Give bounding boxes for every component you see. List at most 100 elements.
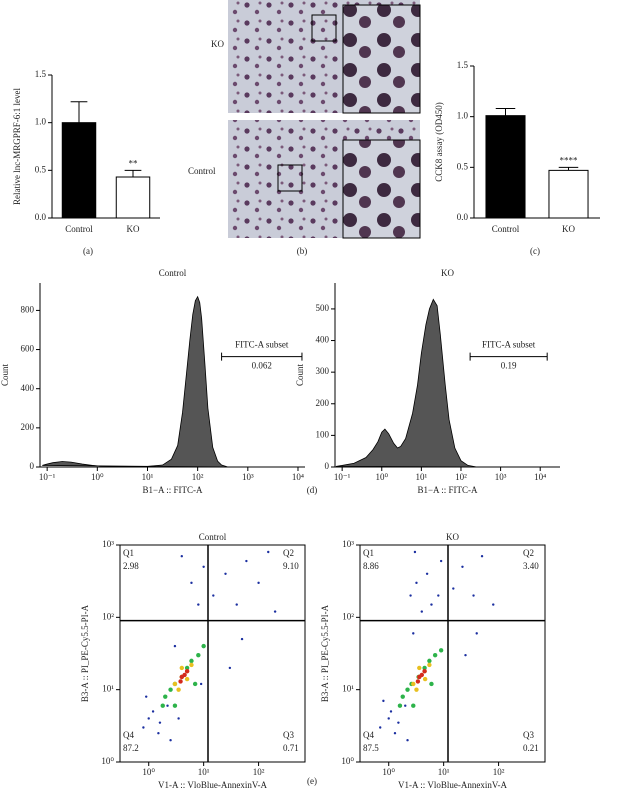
point [173,644,177,648]
error-bar [124,169,142,178]
bar [115,176,151,219]
quadrant-name: Q4 [363,730,374,740]
point [382,699,385,703]
y-tick-label: 500 [316,303,330,313]
gate [221,352,303,361]
gate-value: 0.062 [252,361,272,371]
point [422,669,427,674]
gate-value: 0.19 [501,361,517,371]
gate [469,352,548,361]
point [427,658,432,664]
y-tick-label: 10³ [342,539,354,549]
point [412,632,415,635]
inset [342,139,421,239]
quadrant-value: 0.71 [283,743,299,753]
point [397,703,403,708]
x-tick-label: 10¹ [142,472,154,482]
point [397,721,400,724]
point [169,739,172,742]
point [429,681,434,687]
x-tick-label: 10² [455,472,467,482]
point [202,565,205,568]
caption: (d) [307,485,318,495]
x-tick-label: 10⁻¹ [39,472,56,482]
quadrant-value: 2.98 [123,561,139,571]
point [432,652,438,658]
quadrant-value: 9.10 [283,561,299,571]
micrograph-label: Control [188,166,216,176]
point [157,732,160,735]
bar [485,115,526,219]
gate-label: FITC-A subset [482,340,536,350]
chart-title: KO [446,532,459,542]
point [196,652,201,658]
point [452,587,455,590]
y-tick-label: 0 [30,461,35,471]
y-tick-label: 1.0 [457,111,469,121]
caption: (e) [307,776,317,786]
quadrant-name: Q2 [523,548,534,558]
quadrant-name: Q3 [283,730,294,740]
y-tick-label: 10² [102,611,114,621]
y-tick-label: 1.5 [35,69,47,79]
point [267,550,270,554]
quadrant-value: 0.21 [523,743,539,753]
x-axis-label: V1-A :: VloBlue-AnnexinV-A [158,780,267,790]
point [472,594,475,597]
y-tick-label: 10¹ [342,684,354,694]
error-bar [70,101,88,123]
point [411,681,416,687]
point [411,703,416,708]
y-tick-label: 0.5 [457,161,469,171]
point [178,679,183,684]
significance: ** [129,158,139,168]
point [389,710,393,713]
point [430,603,433,606]
point [189,662,194,668]
error-bar [558,166,579,171]
point [257,581,260,585]
point [145,695,148,698]
y-tick-label: 10⁰ [101,756,114,766]
x-axis-label: B1−A :: FITC-A [142,485,203,495]
point [158,721,162,724]
point [415,679,421,684]
point [172,703,178,708]
y-tick-label: 10² [342,611,354,621]
x-axis-label: V1-A :: VloBlue-AnnexinV-A [398,780,507,790]
point [427,662,432,668]
point [182,672,187,678]
bar [61,122,97,219]
point [393,732,397,735]
caption: (b) [297,246,308,256]
point [201,643,206,649]
quadrant-name: Q2 [283,548,294,558]
y-tick-label: 10³ [102,539,114,549]
point [184,676,190,682]
y-tick-label: 800 [21,304,35,314]
x-tick-label: 10⁴ [292,472,304,482]
micrographs: KO Control [188,0,421,239]
y-tick-label: 0.0 [457,212,469,222]
chart-title: Control [199,532,227,542]
point [189,658,194,664]
quadrant-name: Q1 [123,548,134,558]
point [480,555,484,558]
point [425,572,429,575]
caption: (c) [530,246,540,256]
x-tick-label: KO [127,224,140,234]
point [405,687,410,692]
point [413,550,417,554]
point [179,665,184,671]
axis [39,283,305,468]
point [166,704,169,707]
point [199,682,203,686]
x-tick-label: 10² [253,767,265,777]
point [379,726,382,729]
y-tick-label: 300 [316,366,330,376]
y-axis-label: B3-A :: PI_PE-Cy5.5-PI-A [320,604,330,702]
point [228,666,232,670]
y-tick-label: 1.5 [457,60,469,70]
x-tick-label: 10⁻¹ [334,472,351,482]
